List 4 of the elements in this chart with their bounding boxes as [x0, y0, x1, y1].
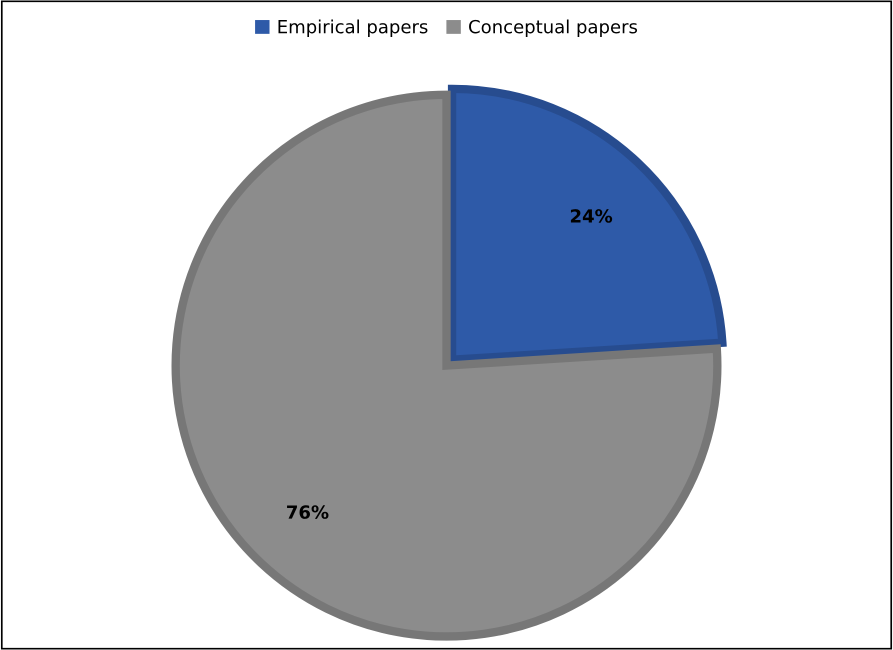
- legend-label: Empirical papers: [278, 20, 428, 37]
- legend-label: Conceptual papers: [469, 20, 638, 37]
- data-label: 76%: [287, 505, 328, 519]
- data-label: 24%: [570, 209, 612, 223]
